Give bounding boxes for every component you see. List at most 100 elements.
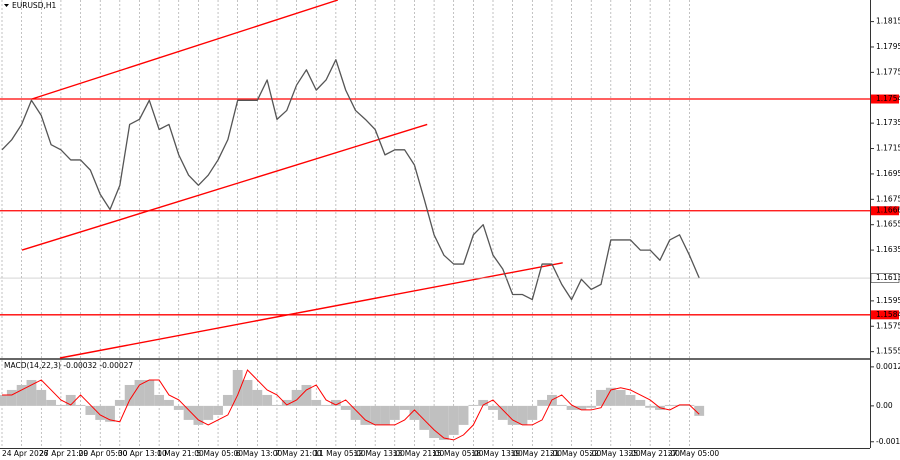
histogram-bar bbox=[6, 389, 17, 406]
x-tick-label: 13 May 21:00 bbox=[393, 449, 445, 458]
price-level-label: 1.1754 bbox=[876, 94, 900, 103]
price-level-tag bbox=[871, 206, 899, 216]
y-tick-label: 1.1735 bbox=[876, 118, 900, 127]
histogram-bar bbox=[370, 405, 381, 425]
histogram-bar bbox=[330, 399, 341, 406]
histogram-bar bbox=[242, 379, 253, 406]
x-tick-label: 19 May 21:00 bbox=[511, 449, 563, 458]
x-tick-label: 18 May 13:00 bbox=[471, 449, 523, 458]
histogram-bar bbox=[645, 405, 656, 408]
x-tick-label: 6 May 13:00 bbox=[236, 449, 283, 458]
symbol-menu-icon[interactable] bbox=[4, 4, 9, 7]
histogram-bar bbox=[556, 404, 567, 406]
x-tick-label: 1 May 21:00 bbox=[157, 449, 204, 458]
histogram-bar bbox=[114, 399, 125, 406]
y-tick-label: 1.1675 bbox=[876, 194, 900, 203]
histogram-bar bbox=[16, 384, 27, 406]
histogram-bar bbox=[478, 399, 489, 406]
x-tick-label: 29 Apr 05:00 bbox=[79, 449, 128, 458]
x-tick-label: 11 May 05:00 bbox=[314, 449, 366, 458]
histogram-bar bbox=[517, 405, 528, 425]
histogram-bar bbox=[95, 405, 106, 420]
y-tick-label: 1.1555 bbox=[876, 347, 900, 356]
histogram-bar bbox=[340, 405, 351, 410]
histogram-bar bbox=[635, 399, 646, 406]
y-tick-label: 1.1635 bbox=[876, 245, 900, 254]
histogram-bar bbox=[85, 405, 96, 415]
histogram-bar bbox=[605, 387, 616, 406]
histogram-bar bbox=[173, 405, 184, 410]
histogram-bar bbox=[213, 405, 223, 415]
histogram-bar bbox=[527, 405, 538, 420]
histogram-bar bbox=[154, 394, 165, 406]
x-tick-label: 27 Apr 21:00 bbox=[39, 449, 88, 458]
histogram-bar bbox=[448, 405, 459, 435]
x-tick-label: 12 May 13:00 bbox=[354, 449, 406, 458]
histogram-bar bbox=[380, 405, 390, 425]
histogram-bar bbox=[75, 404, 86, 406]
histogram-bar bbox=[252, 389, 263, 406]
histogram-bar bbox=[65, 394, 76, 406]
y-tick-label: 1.1715 bbox=[876, 144, 900, 153]
current-price-tag bbox=[870, 273, 900, 283]
histogram-bar bbox=[468, 404, 479, 406]
histogram-bar bbox=[458, 405, 469, 425]
histogram-bar bbox=[596, 389, 606, 406]
histogram-bar bbox=[262, 394, 273, 406]
histogram-bar bbox=[438, 405, 449, 440]
y-tick-label: 0.00125 bbox=[876, 362, 900, 371]
x-tick-label: 5 May 05:00 bbox=[196, 449, 243, 458]
histogram-bar bbox=[124, 384, 135, 406]
x-tick-label: 27 May 05:00 bbox=[668, 449, 720, 458]
y-tick-label: 1.1575 bbox=[876, 321, 900, 330]
histogram-bar bbox=[694, 405, 705, 416]
histogram-bar bbox=[272, 404, 282, 406]
x-tick-label: 21 May 05:00 bbox=[550, 449, 602, 458]
signal-line bbox=[2, 369, 700, 441]
histogram-bar bbox=[134, 379, 145, 406]
y-tick-label: 0.00 bbox=[876, 401, 893, 410]
histogram-bar bbox=[144, 379, 155, 406]
histogram-bar bbox=[507, 405, 518, 425]
histogram-bar bbox=[301, 384, 312, 406]
histogram-bar bbox=[664, 404, 675, 406]
y-tick-label: -0.00115 bbox=[876, 437, 900, 446]
y-tick-label: 1.1775 bbox=[876, 67, 900, 76]
histogram-bar bbox=[321, 404, 331, 406]
histogram-bar bbox=[193, 405, 204, 425]
price-level-tag bbox=[871, 310, 899, 320]
histogram-bar bbox=[311, 399, 322, 406]
macd-title: MACD(14,22,3) -0.00032 -0.00027 bbox=[4, 361, 133, 370]
x-tick-label: 30 Apr 13:00 bbox=[118, 449, 167, 458]
price-level-label: 1.1666 bbox=[876, 206, 900, 215]
histogram-bar bbox=[399, 405, 410, 410]
histogram-bar bbox=[46, 399, 57, 406]
histogram-bar bbox=[409, 405, 420, 420]
histogram-bar bbox=[625, 394, 636, 406]
histogram-bar bbox=[222, 394, 233, 406]
y-tick-label: 1.1595 bbox=[876, 296, 900, 305]
histogram-bar bbox=[497, 405, 508, 420]
histogram-bar bbox=[56, 404, 66, 406]
x-tick-label: 15 May 05:00 bbox=[432, 449, 484, 458]
x-tick-label: 24 Apr 2026 bbox=[2, 449, 49, 458]
histogram-bar bbox=[537, 399, 548, 406]
price-level-tag bbox=[871, 94, 899, 104]
histogram-bar bbox=[429, 405, 439, 439]
x-tick-label: 25 May 21:00 bbox=[628, 449, 680, 458]
y-tick-label: 1.1815 bbox=[876, 17, 900, 26]
histogram-bar bbox=[164, 399, 174, 406]
histogram-bar bbox=[488, 405, 498, 410]
y-tick-label: 1.1795 bbox=[876, 42, 900, 51]
histogram-bar bbox=[232, 369, 243, 406]
x-tick-label: 22 May 13:00 bbox=[589, 449, 641, 458]
y-tick-label: 1.1695 bbox=[876, 169, 900, 178]
histogram-bar bbox=[281, 399, 292, 406]
price-level-label: 1.1584 bbox=[876, 310, 900, 319]
histogram-bar bbox=[350, 405, 361, 420]
histogram-bar bbox=[586, 405, 597, 408]
trendline bbox=[31, 0, 339, 100]
histogram-bar bbox=[360, 405, 371, 425]
histogram-bar bbox=[203, 405, 214, 420]
